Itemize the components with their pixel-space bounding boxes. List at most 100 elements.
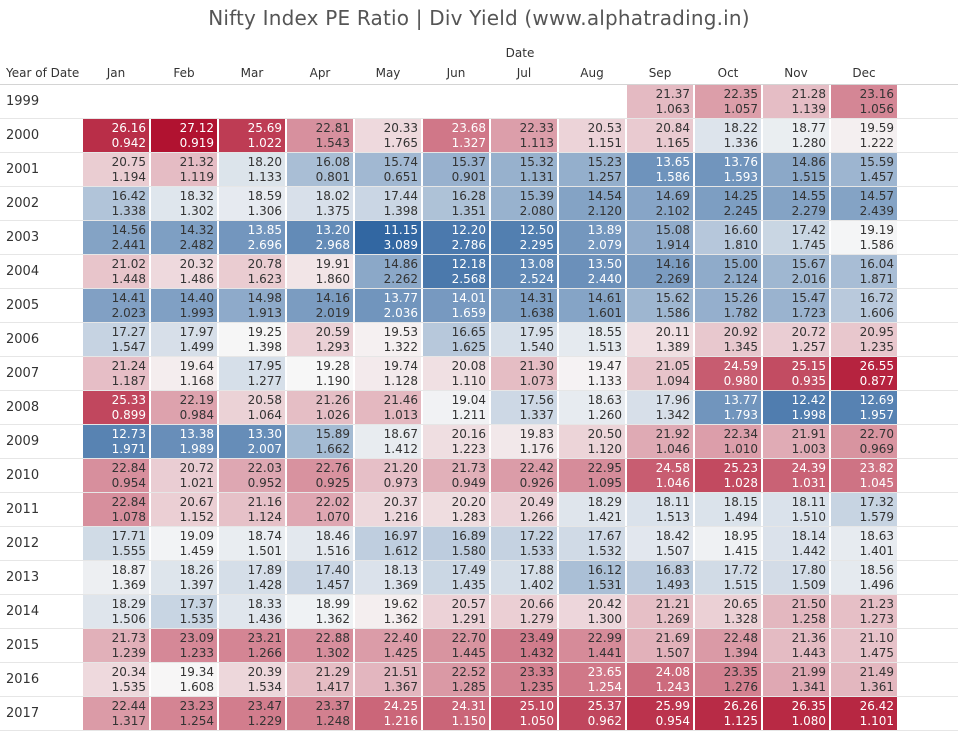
heatmap-cell-2013-feb[interactable]: 18.26 1.397: [151, 561, 217, 594]
heatmap-cell-2000-jul[interactable]: 22.33 1.113: [491, 119, 557, 152]
heatmap-cell-2008-mar[interactable]: 20.58 1.064: [219, 391, 285, 424]
heatmap-cell-2009-jul[interactable]: 19.83 1.176: [491, 425, 557, 458]
heatmap-cell-2005-feb[interactable]: 14.40 1.993: [151, 289, 217, 322]
heatmap-cell-2007-dec[interactable]: 26.55 0.877: [831, 357, 897, 390]
heatmap-cell-2017-jan[interactable]: 22.44 1.317: [83, 697, 149, 730]
heatmap-cell-2013-dec[interactable]: 18.56 1.496: [831, 561, 897, 594]
heatmap-cell-1999-oct[interactable]: 22.35 1.057: [695, 85, 761, 118]
heatmap-cell-2006-jul[interactable]: 17.95 1.540: [491, 323, 557, 356]
heatmap-cell-2010-aug[interactable]: 22.95 1.095: [559, 459, 625, 492]
heatmap-cell-2009-dec[interactable]: 22.70 0.969: [831, 425, 897, 458]
heatmap-cell-2001-apr[interactable]: 16.08 0.801: [287, 153, 353, 186]
heatmap-cell-2003-jan[interactable]: 14.56 2.441: [83, 221, 149, 254]
heatmap-cell-2016-jun[interactable]: 22.52 1.285: [423, 663, 489, 696]
heatmap-cell-2006-jun[interactable]: 16.65 1.625: [423, 323, 489, 356]
heatmap-cell-2003-nov[interactable]: 17.42 1.745: [763, 221, 829, 254]
heatmap-cell-2012-jun[interactable]: 16.89 1.580: [423, 527, 489, 560]
heatmap-cell-2012-apr[interactable]: 18.46 1.516: [287, 527, 353, 560]
heatmap-cell-2016-oct[interactable]: 23.35 1.276: [695, 663, 761, 696]
heatmap-cell-2012-nov[interactable]: 18.14 1.442: [763, 527, 829, 560]
heatmap-cell-2007-may[interactable]: 19.74 1.128: [355, 357, 421, 390]
heatmap-cell-2003-mar[interactable]: 13.85 2.696: [219, 221, 285, 254]
heatmap-cell-2000-aug[interactable]: 20.53 1.151: [559, 119, 625, 152]
heatmap-cell-2001-jul[interactable]: 15.32 1.131: [491, 153, 557, 186]
heatmap-cell-2006-oct[interactable]: 20.92 1.345: [695, 323, 761, 356]
heatmap-cell-2001-may[interactable]: 15.74 0.651: [355, 153, 421, 186]
heatmap-cell-2002-aug[interactable]: 14.54 2.120: [559, 187, 625, 220]
heatmap-cell-2011-feb[interactable]: 20.67 1.152: [151, 493, 217, 526]
heatmap-cell-2011-jun[interactable]: 20.20 1.283: [423, 493, 489, 526]
heatmap-cell-2015-jun[interactable]: 22.70 1.445: [423, 629, 489, 662]
heatmap-cell-2014-jun[interactable]: 20.57 1.291: [423, 595, 489, 628]
heatmap-cell-2009-aug[interactable]: 20.50 1.120: [559, 425, 625, 458]
heatmap-cell-2017-jun[interactable]: 24.31 1.150: [423, 697, 489, 730]
heatmap-cell-2010-nov[interactable]: 24.39 1.031: [763, 459, 829, 492]
heatmap-cell-2012-jan[interactable]: 17.71 1.555: [83, 527, 149, 560]
heatmap-cell-2006-nov[interactable]: 20.72 1.257: [763, 323, 829, 356]
heatmap-cell-1999-nov[interactable]: 21.28 1.139: [763, 85, 829, 118]
heatmap-cell-2014-apr[interactable]: 18.99 1.362: [287, 595, 353, 628]
heatmap-cell-2009-feb[interactable]: 13.38 1.989: [151, 425, 217, 458]
heatmap-cell-2000-mar[interactable]: 25.69 1.022: [219, 119, 285, 152]
heatmap-cell-2017-jul[interactable]: 25.10 1.050: [491, 697, 557, 730]
heatmap-cell-2004-mar[interactable]: 20.78 1.623: [219, 255, 285, 288]
heatmap-cell-2010-dec[interactable]: 23.82 1.045: [831, 459, 897, 492]
heatmap-cell-2014-dec[interactable]: 21.23 1.273: [831, 595, 897, 628]
heatmap-cell-2003-dec[interactable]: 19.19 1.586: [831, 221, 897, 254]
heatmap-cell-2012-sep[interactable]: 18.42 1.507: [627, 527, 693, 560]
heatmap-cell-2004-feb[interactable]: 20.32 1.486: [151, 255, 217, 288]
heatmap-cell-2000-nov[interactable]: 18.77 1.280: [763, 119, 829, 152]
heatmap-cell-2002-jul[interactable]: 15.39 2.080: [491, 187, 557, 220]
heatmap-cell-2000-jun[interactable]: 23.68 1.327: [423, 119, 489, 152]
heatmap-cell-2008-dec[interactable]: 12.69 1.957: [831, 391, 897, 424]
heatmap-cell-2002-jun[interactable]: 16.28 1.351: [423, 187, 489, 220]
heatmap-cell-2001-jan[interactable]: 20.75 1.194: [83, 153, 149, 186]
heatmap-cell-2007-mar[interactable]: 17.95 1.277: [219, 357, 285, 390]
heatmap-cell-2005-jan[interactable]: 14.41 2.023: [83, 289, 149, 322]
heatmap-cell-2006-aug[interactable]: 18.55 1.513: [559, 323, 625, 356]
heatmap-cell-2014-aug[interactable]: 20.42 1.300: [559, 595, 625, 628]
heatmap-cell-2004-jul[interactable]: 13.08 2.524: [491, 255, 557, 288]
heatmap-cell-2000-may[interactable]: 20.33 1.765: [355, 119, 421, 152]
heatmap-cell-2000-dec[interactable]: 19.59 1.222: [831, 119, 897, 152]
heatmap-cell-2016-may[interactable]: 21.51 1.367: [355, 663, 421, 696]
heatmap-cell-2002-jan[interactable]: 16.42 1.338: [83, 187, 149, 220]
heatmap-cell-2003-sep[interactable]: 15.08 1.914: [627, 221, 693, 254]
heatmap-cell-2010-feb[interactable]: 20.72 1.021: [151, 459, 217, 492]
heatmap-cell-2008-nov[interactable]: 12.42 1.998: [763, 391, 829, 424]
heatmap-cell-2003-apr[interactable]: 13.20 2.968: [287, 221, 353, 254]
heatmap-cell-2017-nov[interactable]: 26.35 1.080: [763, 697, 829, 730]
heatmap-cell-2000-apr[interactable]: 22.81 1.543: [287, 119, 353, 152]
heatmap-cell-1999-dec[interactable]: 23.16 1.056: [831, 85, 897, 118]
heatmap-cell-2017-dec[interactable]: 26.42 1.101: [831, 697, 897, 730]
heatmap-cell-2006-feb[interactable]: 17.97 1.499: [151, 323, 217, 356]
heatmap-cell-2008-may[interactable]: 21.46 1.013: [355, 391, 421, 424]
heatmap-cell-2009-jan[interactable]: 12.73 1.971: [83, 425, 149, 458]
heatmap-cell-2003-jul[interactable]: 12.50 2.295: [491, 221, 557, 254]
heatmap-cell-2016-jul[interactable]: 23.33 1.235: [491, 663, 557, 696]
heatmap-cell-2012-oct[interactable]: 18.95 1.415: [695, 527, 761, 560]
heatmap-cell-2013-sep[interactable]: 16.83 1.493: [627, 561, 693, 594]
heatmap-cell-2005-jun[interactable]: 14.01 1.659: [423, 289, 489, 322]
heatmap-cell-2011-jul[interactable]: 20.49 1.266: [491, 493, 557, 526]
heatmap-cell-2005-mar[interactable]: 14.98 1.913: [219, 289, 285, 322]
heatmap-cell-2011-jan[interactable]: 22.84 1.078: [83, 493, 149, 526]
heatmap-cell-2014-sep[interactable]: 21.21 1.269: [627, 595, 693, 628]
heatmap-cell-2006-apr[interactable]: 20.59 1.293: [287, 323, 353, 356]
heatmap-cell-2014-mar[interactable]: 18.33 1.436: [219, 595, 285, 628]
heatmap-cell-2005-jul[interactable]: 14.31 1.638: [491, 289, 557, 322]
heatmap-cell-2001-mar[interactable]: 18.20 1.133: [219, 153, 285, 186]
heatmap-cell-2000-sep[interactable]: 20.84 1.165: [627, 119, 693, 152]
heatmap-cell-2017-oct[interactable]: 26.26 1.125: [695, 697, 761, 730]
heatmap-cell-2010-jul[interactable]: 22.42 0.926: [491, 459, 557, 492]
heatmap-cell-2008-jun[interactable]: 19.04 1.211: [423, 391, 489, 424]
heatmap-cell-2014-jan[interactable]: 18.29 1.506: [83, 595, 149, 628]
heatmap-cell-2014-jul[interactable]: 20.66 1.279: [491, 595, 557, 628]
heatmap-cell-2013-nov[interactable]: 17.80 1.509: [763, 561, 829, 594]
heatmap-cell-2013-apr[interactable]: 17.40 1.457: [287, 561, 353, 594]
heatmap-cell-2002-sep[interactable]: 14.69 2.102: [627, 187, 693, 220]
heatmap-cell-2011-may[interactable]: 20.37 1.216: [355, 493, 421, 526]
heatmap-cell-2009-nov[interactable]: 21.91 1.003: [763, 425, 829, 458]
heatmap-cell-2010-jun[interactable]: 21.73 0.949: [423, 459, 489, 492]
heatmap-cell-2007-oct[interactable]: 24.59 0.980: [695, 357, 761, 390]
